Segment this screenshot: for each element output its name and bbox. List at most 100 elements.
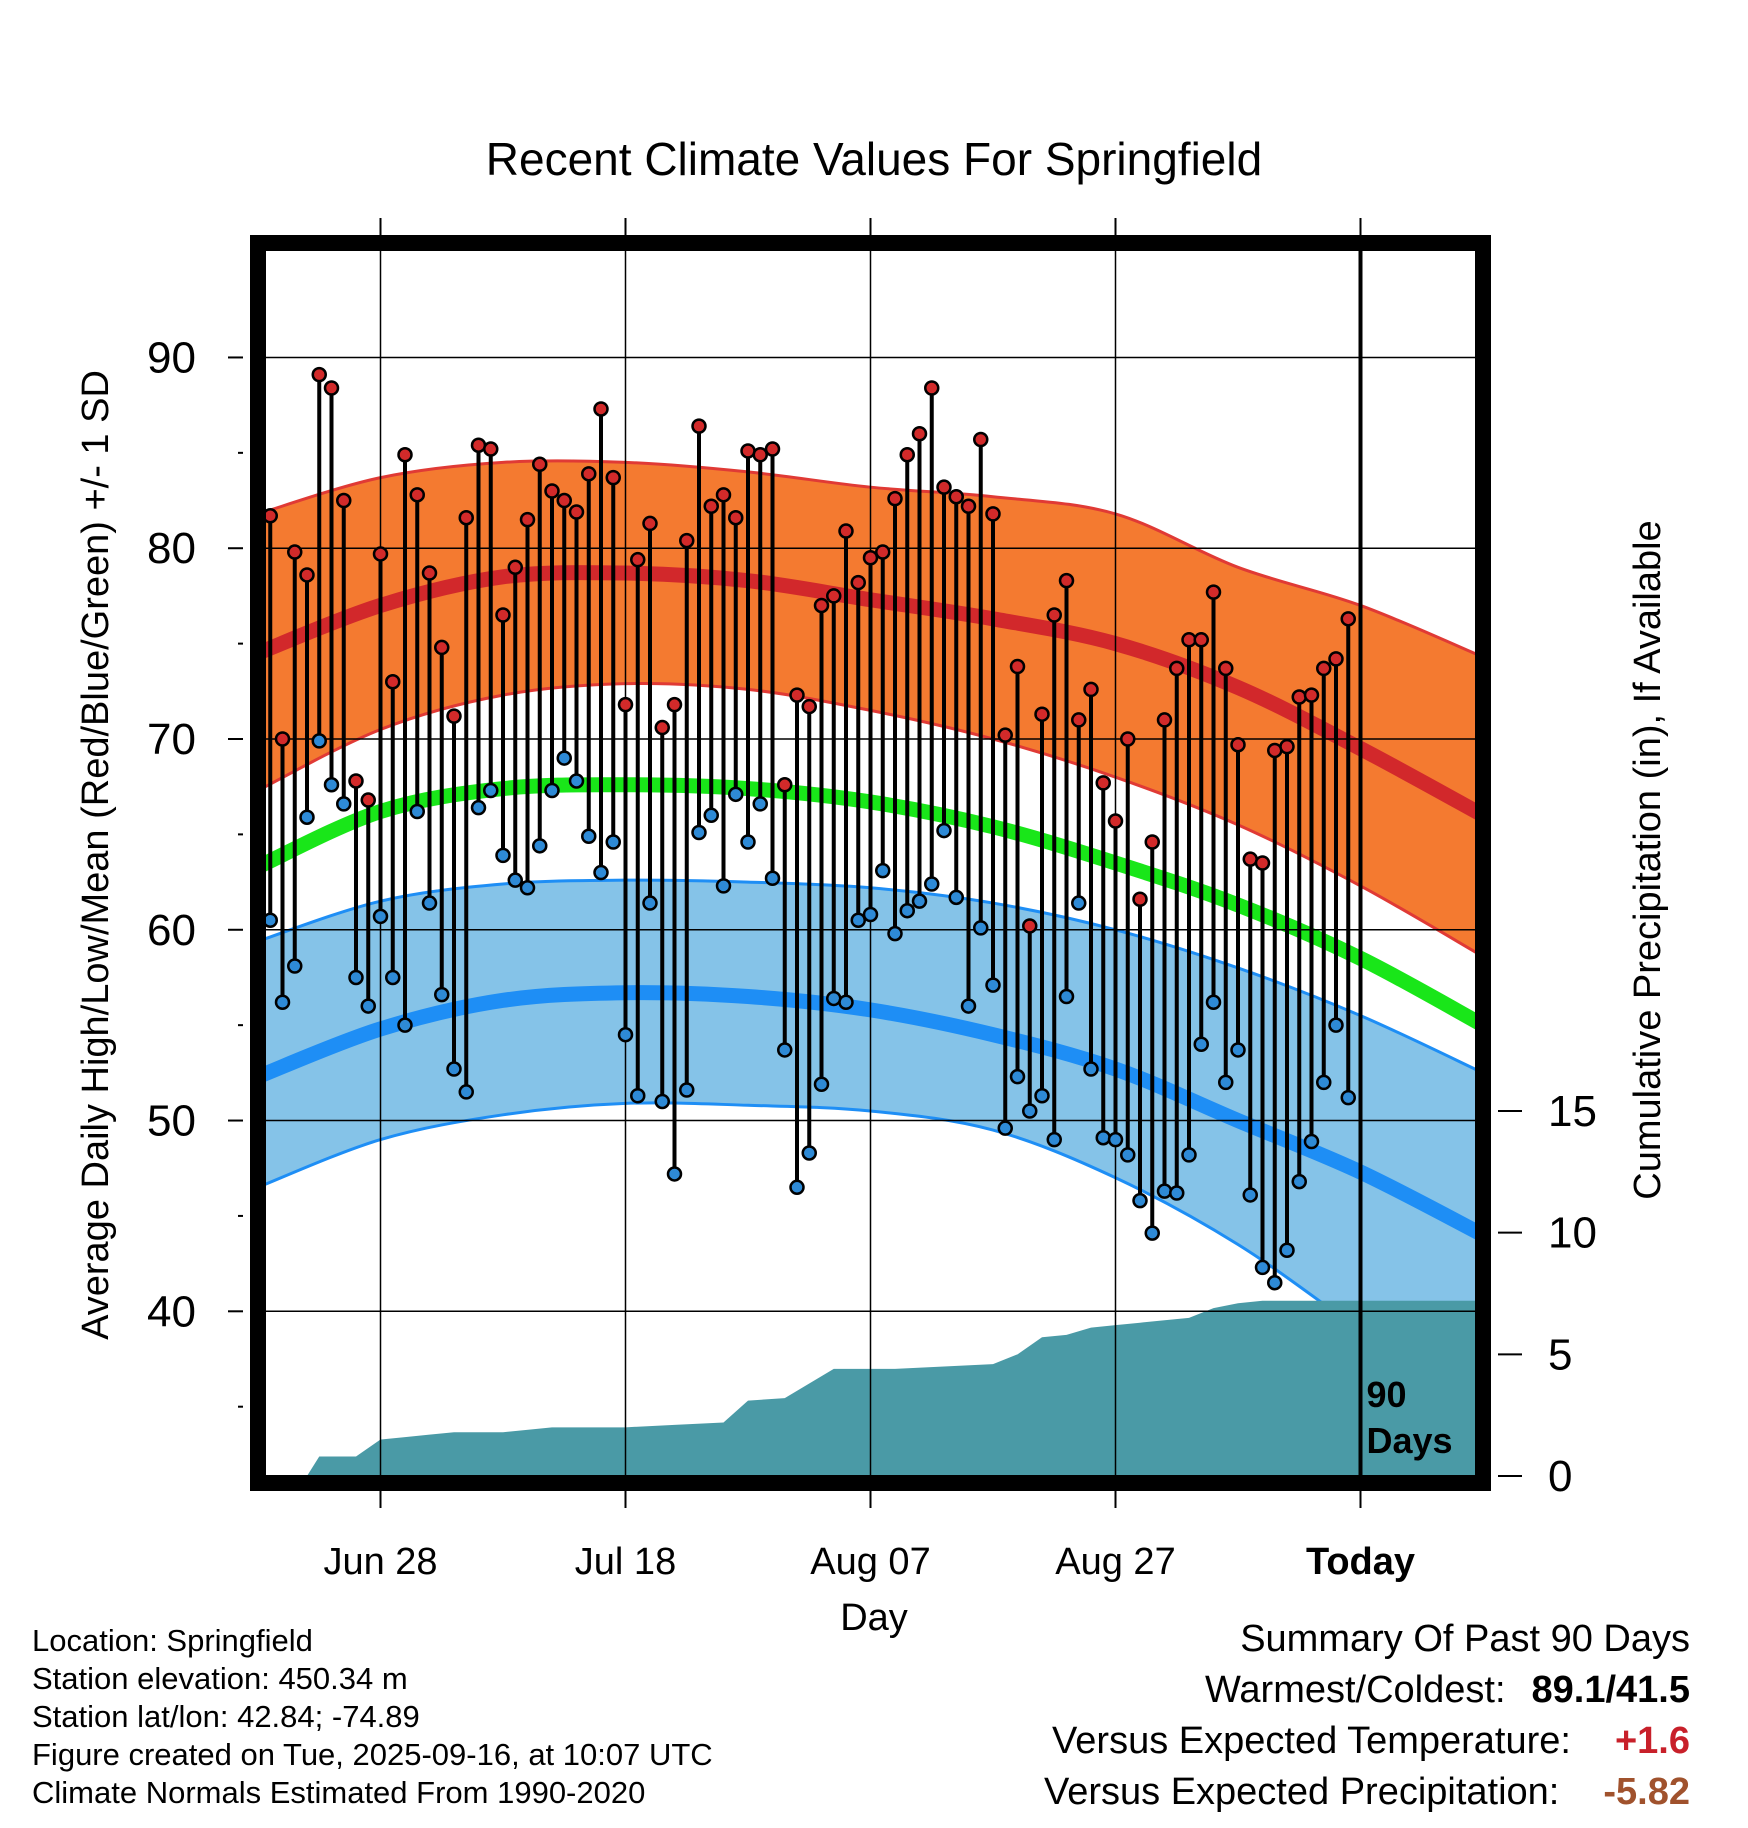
- low-dot-3: [287, 958, 303, 974]
- high-dot-44: [789, 687, 805, 703]
- low-dot-59: [973, 920, 989, 936]
- high-dot-4: [299, 567, 315, 583]
- low-dot-66: [1058, 988, 1075, 1005]
- plot-frame: [250, 235, 1491, 1491]
- low-dot-63: [1022, 1103, 1038, 1119]
- low-dot-26: [568, 773, 585, 789]
- high-dot-6: [323, 380, 340, 396]
- y2-tick-label-15: 15: [1548, 1087, 1597, 1136]
- low-dot-7: [336, 796, 352, 812]
- x-tick-label-60: Aug 27: [1055, 1541, 1175, 1583]
- low-dot-31: [630, 1087, 646, 1104]
- high-dot-27: [581, 466, 597, 482]
- low-dot-80: [1230, 1042, 1246, 1058]
- low-dot-45: [801, 1145, 817, 1161]
- high-dot-3: [287, 544, 303, 560]
- high-dot-15: [434, 639, 450, 656]
- low-dot-41: [752, 796, 768, 812]
- high-dot-19: [483, 441, 499, 457]
- low-dot-5: [311, 733, 327, 749]
- low-dot-13: [409, 803, 425, 820]
- y-tick-label-50: 50: [147, 1097, 196, 1146]
- high-dot-36: [691, 418, 707, 434]
- high-dot-67: [1071, 712, 1087, 728]
- high-dot-71: [1120, 731, 1136, 747]
- high-dot-42: [764, 441, 781, 457]
- low-dot-77: [1193, 1036, 1209, 1052]
- high-dot-14: [421, 565, 438, 581]
- low-dot-20: [495, 847, 511, 864]
- high-dot-8: [348, 773, 364, 789]
- low-dot-2: [274, 994, 291, 1011]
- high-dot-85: [1291, 689, 1307, 705]
- summary-precip-label: Versus Expected Precipitation:: [1043, 1771, 1560, 1813]
- high-dot-25: [556, 492, 572, 509]
- high-dot-55: [924, 380, 940, 396]
- low-dot-73: [1144, 1225, 1160, 1241]
- low-dot-62: [1009, 1068, 1026, 1085]
- low-dot-57: [948, 889, 964, 906]
- low-dot-50: [862, 906, 879, 923]
- high-dot-26: [568, 504, 585, 520]
- high-dot-51: [875, 544, 891, 560]
- low-dot-17: [458, 1084, 474, 1100]
- high-dot-52: [887, 490, 903, 507]
- high-dot-73: [1144, 834, 1160, 850]
- high-dot-58: [960, 498, 977, 515]
- low-dot-15: [434, 986, 450, 1003]
- high-dot-16: [446, 708, 462, 724]
- low-dot-46: [813, 1076, 830, 1093]
- info-created: Figure created on Tue, 2025-09-16, at 10…: [32, 1737, 713, 1772]
- low-dot-78: [1205, 994, 1222, 1011]
- low-dot-67: [1071, 895, 1087, 911]
- high-dot-33: [654, 719, 670, 736]
- high-dot-30: [617, 696, 634, 713]
- high-dot-75: [1169, 660, 1185, 677]
- low-dot-10: [372, 908, 389, 925]
- high-dot-77: [1193, 632, 1209, 648]
- high-dot-87: [1316, 660, 1332, 677]
- summary-warm-row: Warmest/Coldest: 89.1/41.5: [1044, 1665, 1690, 1716]
- high-dot-31: [630, 551, 646, 568]
- chart-title: Recent Climate Values For Springfield: [486, 133, 1262, 185]
- high-dot-63: [1022, 918, 1038, 934]
- low-dot-85: [1291, 1173, 1307, 1190]
- summary-title: Summary Of Past 90 Days: [1240, 1618, 1690, 1660]
- today-days-label-0: 90: [1367, 1374, 1407, 1415]
- low-dot-33: [654, 1093, 670, 1110]
- high-dot-80: [1230, 736, 1246, 753]
- low-dot-11: [385, 969, 401, 986]
- plot-border: [250, 235, 1491, 1491]
- high-dot-11: [385, 674, 401, 690]
- low-dot-70: [1107, 1131, 1124, 1148]
- low-dot-54: [911, 893, 928, 909]
- high-dot-21: [507, 559, 523, 576]
- low-dot-19: [483, 782, 499, 799]
- low-dot-55: [924, 876, 940, 892]
- low-dot-72: [1132, 1192, 1148, 1209]
- today-days-label-1: Days: [1367, 1420, 1453, 1461]
- low-dot-39: [728, 786, 744, 803]
- low-dot-35: [679, 1082, 695, 1098]
- low-dot-61: [997, 1120, 1013, 1136]
- low-dot-40: [740, 834, 756, 850]
- x-tick-label-0: Jun 28: [323, 1541, 437, 1583]
- high-dot-37: [703, 498, 719, 515]
- low-dot-12: [397, 1017, 413, 1033]
- low-dot-9: [360, 998, 376, 1014]
- high-dot-57: [948, 488, 964, 505]
- low-dot-88: [1328, 1017, 1344, 1033]
- low-dot-16: [446, 1061, 462, 1077]
- low-dot-23: [532, 838, 548, 854]
- high-dot-61: [997, 727, 1013, 743]
- low-dot-69: [1095, 1129, 1111, 1146]
- low-dot-32: [642, 895, 658, 911]
- low-dot-48: [838, 994, 854, 1011]
- high-dot-64: [1034, 706, 1050, 722]
- y-tick-label-90: 90: [147, 333, 196, 382]
- low-dot-53: [899, 902, 915, 919]
- high-dot-68: [1083, 681, 1099, 698]
- high-dot-34: [666, 696, 683, 713]
